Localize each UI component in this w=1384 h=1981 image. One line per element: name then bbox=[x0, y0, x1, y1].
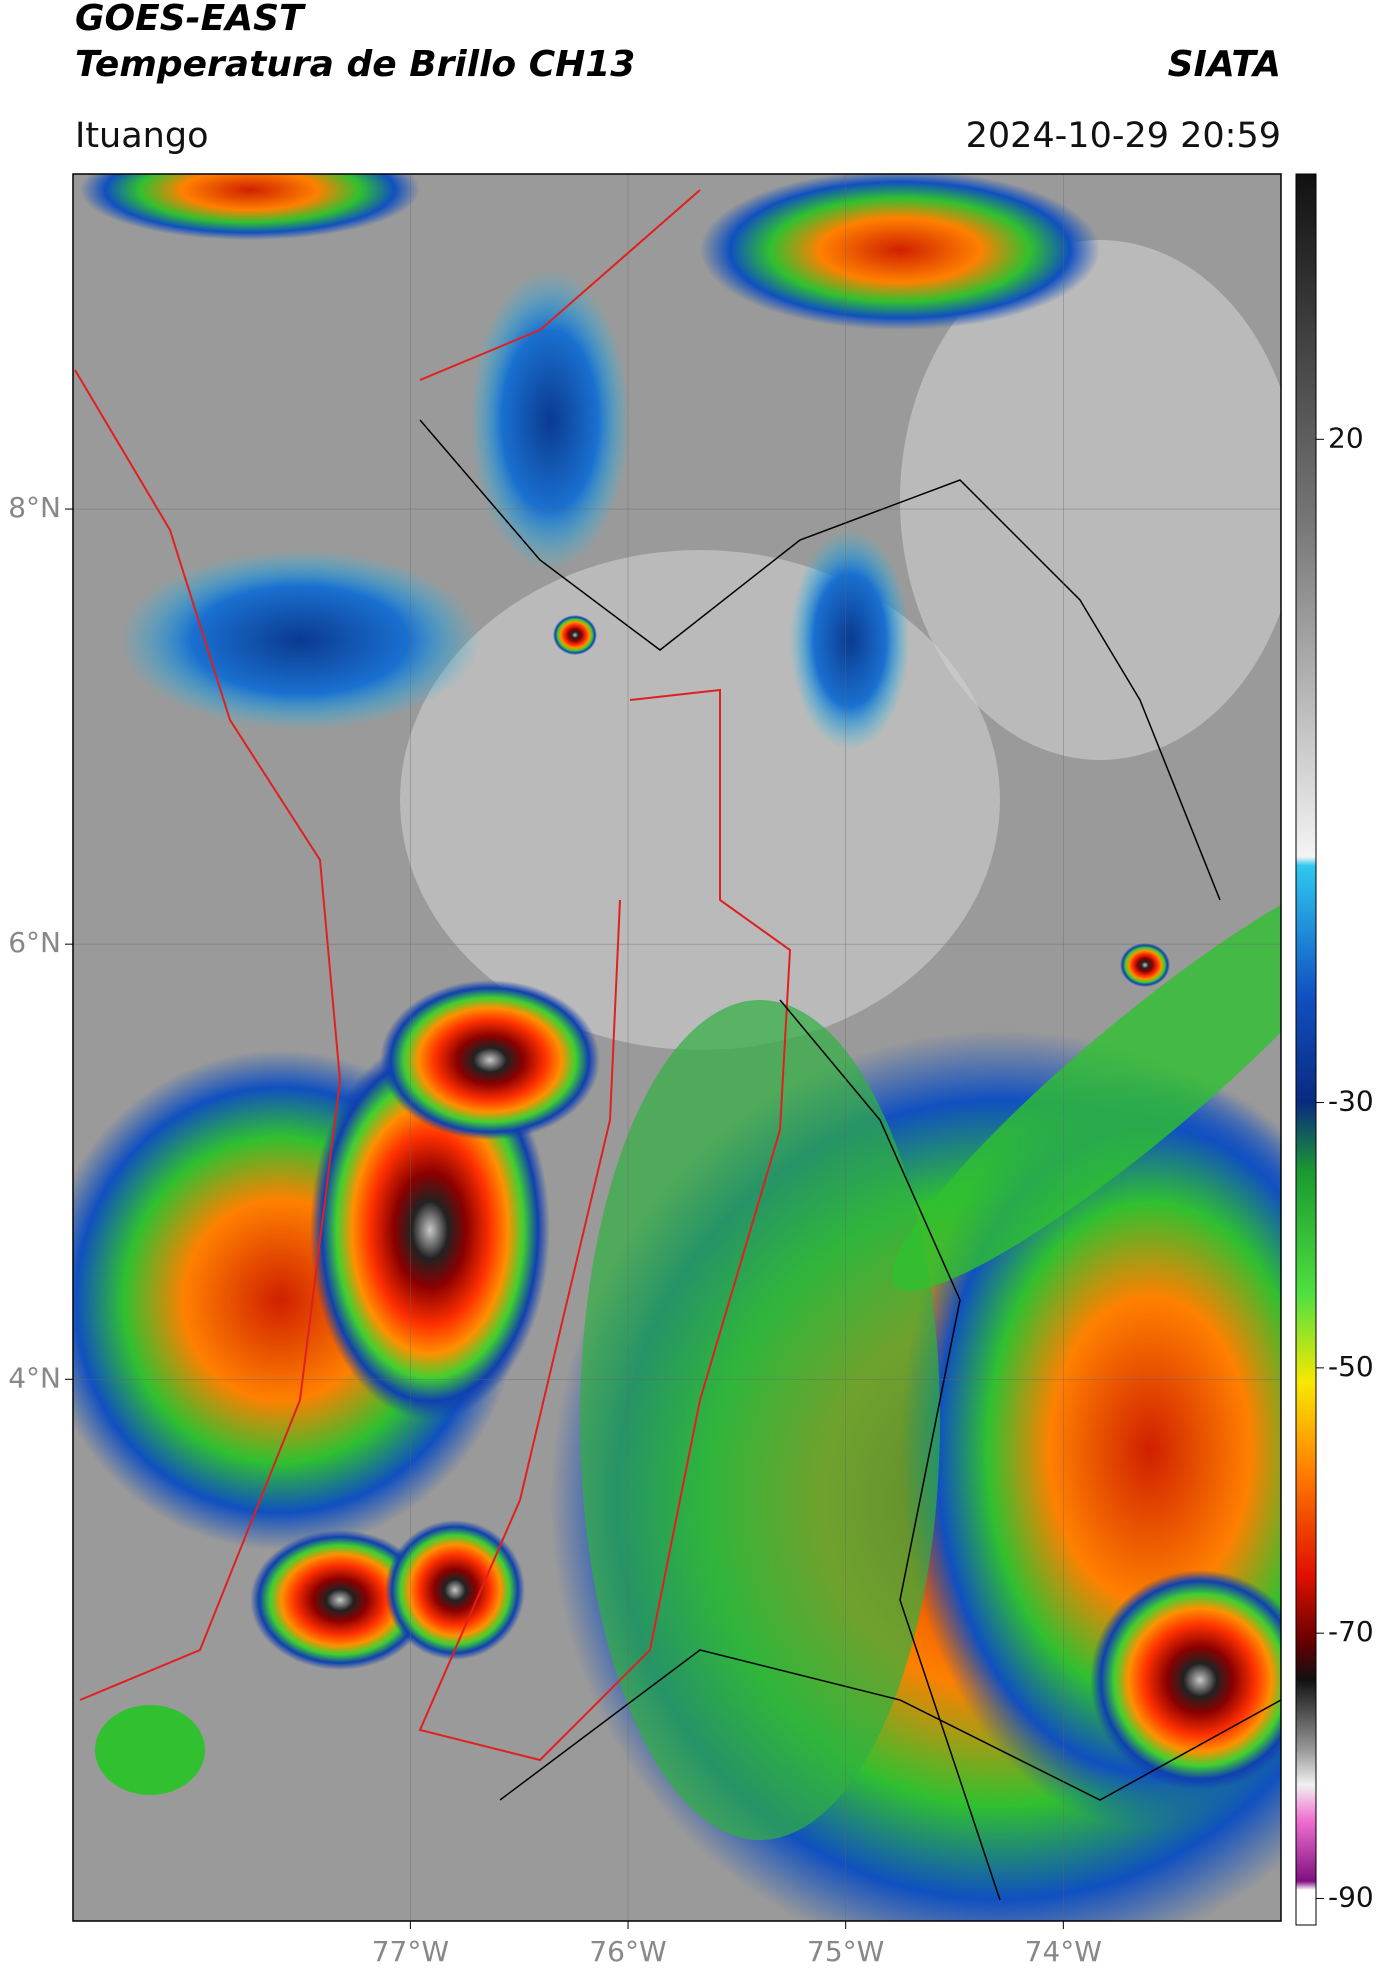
colorbar-tick-label: 20 bbox=[1328, 421, 1364, 454]
y-tick-label: 4°N bbox=[8, 1361, 61, 1394]
colorbar-tick-label: -90 bbox=[1328, 1880, 1374, 1913]
x-tick-label: 76°W bbox=[589, 1935, 666, 1968]
satellite-image bbox=[73, 174, 1281, 1921]
y-tick-label: 8°N bbox=[8, 491, 61, 524]
x-tick-label: 74°W bbox=[1025, 1935, 1102, 1968]
map-frame bbox=[72, 173, 1282, 1922]
y-tick-label: 6°N bbox=[8, 926, 61, 959]
region: Ituango bbox=[75, 116, 209, 156]
credit: SIATA bbox=[1168, 44, 1281, 85]
timestamp: 2024-10-29 20:59 bbox=[966, 116, 1281, 156]
graticule bbox=[73, 174, 1281, 1921]
subtitle: Temperatura de Brillo CH13 bbox=[75, 44, 635, 85]
colorbar bbox=[1295, 173, 1317, 1926]
colorbar-tick-label: -30 bbox=[1328, 1085, 1374, 1118]
x-tick-label: 75°W bbox=[807, 1935, 884, 1968]
colorbar-tick-label: -50 bbox=[1328, 1350, 1374, 1383]
title: GOES-EAST bbox=[75, 0, 306, 39]
colorbar-tick-label: -70 bbox=[1328, 1615, 1374, 1648]
x-tick-label: 77°W bbox=[372, 1935, 449, 1968]
